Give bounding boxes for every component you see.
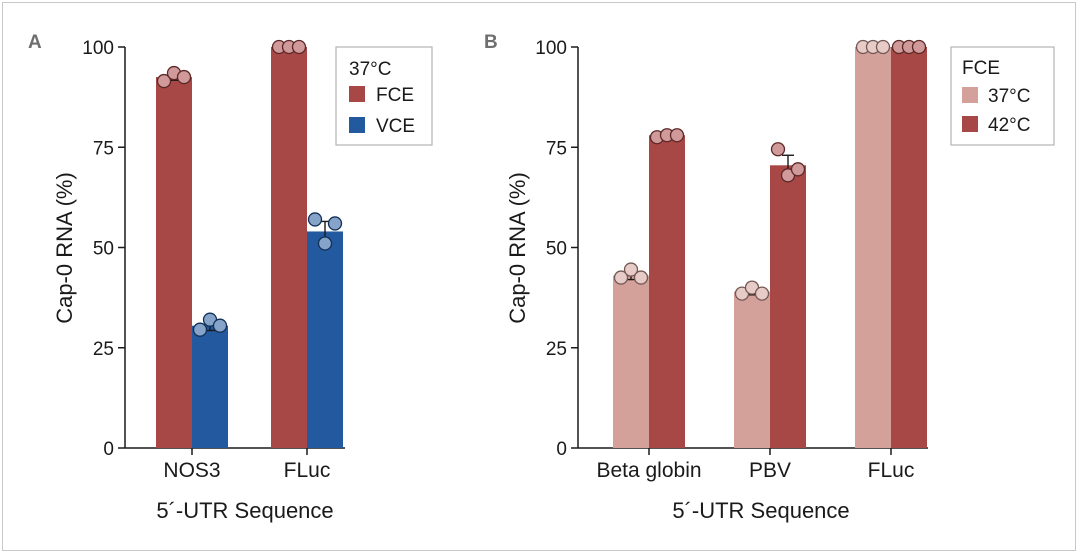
bar xyxy=(649,135,685,448)
legend-title: FCE xyxy=(962,58,1000,79)
data-point xyxy=(212,318,228,333)
legend-swatch-42c xyxy=(962,116,978,132)
bar xyxy=(770,165,806,449)
data-point xyxy=(911,39,927,55)
panel-b-axes: 0 25 50 75 100 Beta globin PBV FLuc xyxy=(535,38,928,482)
x-tick-label: NOS3 xyxy=(163,459,220,482)
panel-b-ylabel: Cap-0 RNA (%) xyxy=(505,172,530,324)
bar xyxy=(613,275,649,448)
data-point xyxy=(754,286,770,301)
y-tick-label: 0 xyxy=(556,439,567,460)
panel-b-bars xyxy=(613,47,927,449)
panel-a-ylabel: Cap-0 RNA (%) xyxy=(52,172,77,324)
panel-a-letter: A xyxy=(28,32,42,53)
data-point xyxy=(613,270,629,285)
data-point xyxy=(633,270,649,285)
y-tick-label: 0 xyxy=(103,439,114,460)
y-tick-label: 50 xyxy=(93,239,114,260)
legend-label-42c: 42°C xyxy=(988,115,1030,136)
bar xyxy=(855,47,891,448)
bar xyxy=(271,47,307,448)
data-point xyxy=(623,262,639,277)
y-tick-label: 75 xyxy=(546,138,567,159)
legend-swatch-vce xyxy=(349,117,365,133)
x-tick-label: FLuc xyxy=(284,459,331,482)
y-tick-label: 25 xyxy=(546,339,567,360)
legend-swatch-fce xyxy=(349,86,365,102)
y-tick-label: 100 xyxy=(82,38,114,59)
panel-b-points xyxy=(613,39,927,301)
panel-a-bars xyxy=(156,47,343,448)
y-tick-label: 50 xyxy=(546,239,567,260)
panel-a-axes: 0 25 50 75 100 NOS3 FLuc xyxy=(82,38,345,482)
data-point xyxy=(327,216,343,231)
panel-a-xlabel: 5´-UTR Sequence xyxy=(156,498,333,523)
bar xyxy=(891,47,927,448)
y-tick-label: 75 xyxy=(93,138,114,159)
x-tick-label: PBV xyxy=(749,459,791,482)
data-point xyxy=(669,128,685,143)
legend-label-37c: 37°C xyxy=(988,86,1030,107)
data-point xyxy=(176,69,192,85)
panel-b-chart: B 0 25 50 75 100 Beta globin PBV FLuc Cap-0 RNA… xyxy=(484,32,1055,523)
bar xyxy=(192,325,228,448)
legend-label-vce: VCE xyxy=(376,116,415,137)
bar xyxy=(307,231,343,448)
bar xyxy=(156,77,192,448)
panel-b-xlabel: 5´-UTR Sequence xyxy=(672,498,849,523)
data-point xyxy=(875,39,891,55)
y-tick-label: 100 xyxy=(535,38,567,59)
legend-label-fce: FCE xyxy=(376,85,414,106)
data-point xyxy=(317,236,333,251)
y-tick-label: 25 xyxy=(93,339,114,360)
panel-b-legend: FCE 37°C 42°C xyxy=(950,46,1055,146)
bar xyxy=(734,291,770,448)
data-point xyxy=(192,322,208,337)
panel-a-legend: 37°C FCE VCE xyxy=(335,46,433,146)
panel-b-letter: B xyxy=(484,32,498,53)
data-point xyxy=(156,73,172,89)
x-tick-label: Beta globin xyxy=(596,459,701,482)
x-tick-label: FLuc xyxy=(868,459,915,482)
legend-title: 37°C xyxy=(349,59,391,80)
panel-a-chart: A 0 25 50 75 100 NOS3 FLuc Cap-0 RNA (%) 5´-UT… xyxy=(28,32,433,523)
data-point xyxy=(790,162,806,177)
panel-a-points xyxy=(156,39,343,337)
data-point xyxy=(770,142,786,157)
legend-swatch-37c xyxy=(962,87,978,103)
data-point xyxy=(291,39,307,55)
data-point xyxy=(307,212,323,227)
